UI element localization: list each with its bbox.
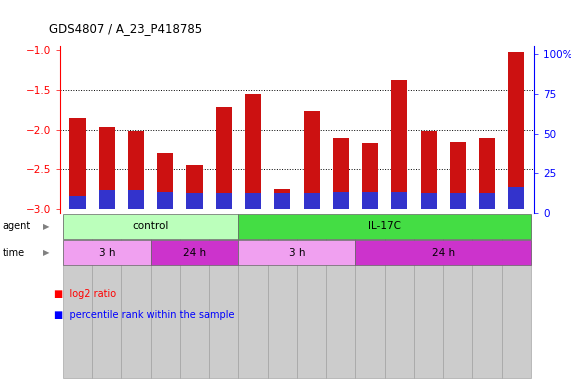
- Text: ▶: ▶: [43, 222, 49, 231]
- Bar: [245, 193, 261, 209]
- Bar: [268, 215, 297, 379]
- Bar: [355, 215, 385, 379]
- Bar: [420, 131, 437, 209]
- Bar: [450, 193, 466, 209]
- Text: 24 h: 24 h: [183, 248, 206, 258]
- Bar: [385, 215, 414, 379]
- Text: ■  percentile rank within the sample: ■ percentile rank within the sample: [54, 310, 235, 320]
- Bar: [128, 131, 144, 209]
- Bar: [502, 215, 531, 379]
- Bar: [92, 215, 122, 379]
- Bar: [443, 215, 472, 379]
- Text: 3 h: 3 h: [99, 248, 115, 258]
- Bar: [70, 118, 86, 209]
- Text: 3 h: 3 h: [289, 248, 305, 258]
- Text: 24 h: 24 h: [432, 248, 455, 258]
- Text: agent: agent: [3, 221, 31, 232]
- Bar: [209, 215, 239, 379]
- Bar: [274, 189, 290, 209]
- Bar: [122, 215, 151, 379]
- Bar: [508, 187, 524, 209]
- Bar: [239, 215, 268, 379]
- Bar: [187, 166, 203, 209]
- Bar: [508, 51, 524, 209]
- Bar: [99, 190, 115, 209]
- Bar: [99, 127, 115, 209]
- Bar: [216, 193, 232, 209]
- Bar: [157, 192, 174, 209]
- Bar: [245, 94, 261, 209]
- Bar: [472, 215, 502, 379]
- Bar: [333, 137, 349, 209]
- Text: IL-17C: IL-17C: [368, 221, 401, 232]
- Text: time: time: [3, 248, 25, 258]
- Bar: [304, 193, 320, 209]
- Bar: [304, 111, 320, 209]
- Bar: [391, 80, 407, 209]
- Text: control: control: [132, 221, 169, 232]
- Bar: [297, 215, 326, 379]
- Bar: [414, 215, 443, 379]
- Bar: [180, 215, 209, 379]
- Bar: [151, 215, 180, 379]
- Bar: [450, 142, 466, 209]
- Bar: [362, 143, 378, 209]
- Bar: [187, 193, 203, 209]
- Bar: [479, 137, 495, 209]
- Bar: [391, 192, 407, 209]
- Text: GDS4807 / A_23_P418785: GDS4807 / A_23_P418785: [49, 22, 202, 35]
- Bar: [274, 193, 290, 209]
- Bar: [70, 196, 86, 209]
- Bar: [63, 215, 92, 379]
- Text: ▶: ▶: [43, 248, 49, 257]
- Text: ■  log2 ratio: ■ log2 ratio: [54, 289, 116, 299]
- Bar: [479, 193, 495, 209]
- Bar: [157, 154, 174, 209]
- Bar: [420, 193, 437, 209]
- Bar: [326, 215, 355, 379]
- Bar: [362, 192, 378, 209]
- Bar: [128, 190, 144, 209]
- Bar: [333, 192, 349, 209]
- Bar: [216, 107, 232, 209]
